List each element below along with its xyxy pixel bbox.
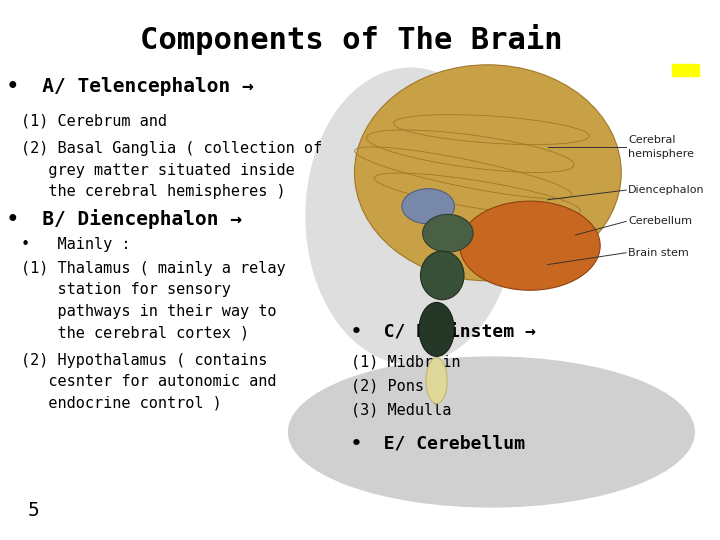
Text: •   Mainly :: • Mainly : — [21, 237, 130, 252]
Ellipse shape — [288, 356, 695, 508]
Ellipse shape — [419, 302, 454, 356]
Ellipse shape — [420, 251, 464, 300]
Text: (3) Medulla: (3) Medulla — [351, 403, 451, 418]
Ellipse shape — [426, 357, 447, 404]
Text: (2) Pons: (2) Pons — [351, 379, 424, 394]
Text: the cerebral hemispheres ): the cerebral hemispheres ) — [21, 184, 286, 199]
Text: pathways in their way to: pathways in their way to — [21, 304, 276, 319]
Text: •  B/ Diencephalon →: • B/ Diencephalon → — [7, 208, 242, 229]
Text: cesnter for autonomic and: cesnter for autonomic and — [21, 374, 276, 389]
Text: Cerebellum: Cerebellum — [629, 217, 692, 226]
Text: (1) Thalamus ( mainly a relay: (1) Thalamus ( mainly a relay — [21, 261, 286, 276]
Text: hemisphere: hemisphere — [629, 149, 694, 159]
Text: Cerebral: Cerebral — [629, 136, 676, 145]
Text: endocrine control ): endocrine control ) — [21, 396, 222, 411]
Ellipse shape — [423, 214, 473, 252]
Text: Brain stem: Brain stem — [629, 248, 689, 258]
Text: 5: 5 — [28, 501, 40, 520]
Text: (1) Midbrain: (1) Midbrain — [351, 354, 461, 369]
Text: (2) Basal Ganglia ( collection of: (2) Basal Ganglia ( collection of — [21, 141, 322, 156]
Text: (2) Hypothalamus ( contains: (2) Hypothalamus ( contains — [21, 353, 267, 368]
Ellipse shape — [305, 68, 516, 364]
Text: grey matter situated inside: grey matter situated inside — [21, 163, 294, 178]
Ellipse shape — [460, 201, 600, 291]
Ellipse shape — [354, 65, 621, 281]
Bar — [672, 64, 699, 76]
Text: station for sensory: station for sensory — [21, 282, 231, 298]
Text: Components of The Brain: Components of The Brain — [140, 24, 562, 55]
Text: the cerebral cortex ): the cerebral cortex ) — [21, 326, 249, 341]
Text: •  C/ Brainstem →: • C/ Brainstem → — [351, 323, 536, 341]
Text: Diencephalon: Diencephalon — [629, 185, 705, 195]
Text: (1) Cerebrum and: (1) Cerebrum and — [21, 114, 167, 129]
Text: •  A/ Telencephalon →: • A/ Telencephalon → — [7, 77, 253, 96]
Text: •  E/ Cerebellum: • E/ Cerebellum — [351, 435, 525, 453]
Ellipse shape — [402, 189, 454, 224]
